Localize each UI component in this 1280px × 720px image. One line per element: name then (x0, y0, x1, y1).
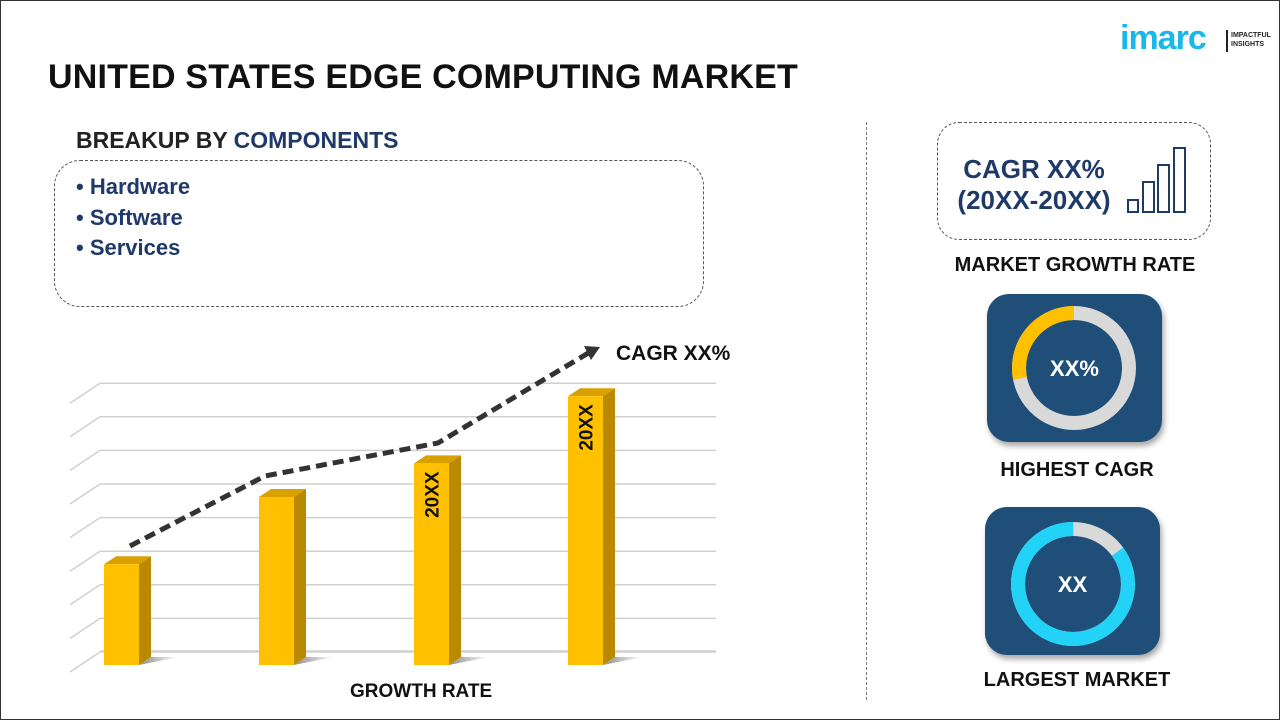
logo-wordmark: imarc (1120, 19, 1207, 57)
gridline-depth (69, 584, 101, 606)
trend-arrowhead (584, 346, 600, 360)
bar-side (294, 489, 306, 665)
highest-cagr-caption: HIGHEST CAGR (1000, 459, 1154, 481)
highest-cagr-tile: XX% (987, 294, 1162, 442)
segment-list: • Hardware • Software • Services (76, 172, 190, 264)
page-title: UNITED STATES EDGE COMPUTING MARKET (48, 58, 798, 96)
largest-market-tile: XX (985, 507, 1160, 655)
segment-item: • Hardware (76, 174, 191, 199)
bar (414, 463, 449, 665)
bar-shadow (603, 657, 643, 665)
bar-label: 20XX (577, 404, 598, 451)
highest-cagr-value: XX% (1050, 356, 1099, 381)
gridline-depth (69, 550, 101, 572)
market-growth-caption: MARKET GROWTH RATE (954, 254, 1196, 276)
bar-side (603, 388, 615, 665)
bar-shadow (294, 657, 334, 665)
gridline-depth (69, 382, 101, 404)
segment-item: • Services (76, 235, 181, 260)
gridline-depth (69, 449, 101, 472)
gridline-depth (69, 516, 101, 539)
largest-market-donut (1011, 522, 1135, 646)
bar (259, 497, 294, 665)
imarc-logo: imarc IMPACTFUL INSIGHTS (1120, 16, 1280, 56)
bar-shadow (139, 657, 179, 665)
largest-market-caption: LARGEST MARKET (983, 669, 1171, 691)
market-growth-box (937, 122, 1211, 240)
growth-bar-chart: 20XX 20XX (69, 346, 716, 673)
trend-annotation: CAGR XX% (616, 342, 731, 365)
bar-label: 20XX (423, 471, 444, 518)
gridline-depth (69, 651, 101, 673)
gridline-depth (69, 617, 101, 640)
highest-cagr-donut (1012, 306, 1136, 430)
bar-top (259, 489, 306, 497)
bar-side (139, 556, 151, 665)
bar-top (414, 455, 461, 464)
segment-heading: BREAKUP BY COMPONENTS (76, 127, 399, 153)
bar-top (568, 388, 615, 397)
market-growth-value: CAGR XX% (20XX-20XX) (957, 154, 1111, 215)
bar (104, 564, 139, 665)
segment-box (54, 160, 704, 307)
gridline-depth (69, 416, 101, 438)
section-divider (866, 122, 867, 700)
segment-item: • Software (76, 204, 183, 230)
largest-market-value: XX (1057, 572, 1088, 597)
signal-bars-icon (1127, 147, 1186, 213)
bar-shadow (449, 657, 489, 665)
gridline-depth (69, 483, 101, 505)
x-axis-label: GROWTH RATE (350, 681, 493, 702)
bar (568, 396, 603, 665)
logo-tagline: IMPACTFUL INSIGHTS (1231, 32, 1271, 48)
bar-side (449, 455, 461, 665)
logo-divider (1226, 30, 1228, 52)
bar-top (104, 556, 151, 565)
trend-line (128, 349, 592, 549)
